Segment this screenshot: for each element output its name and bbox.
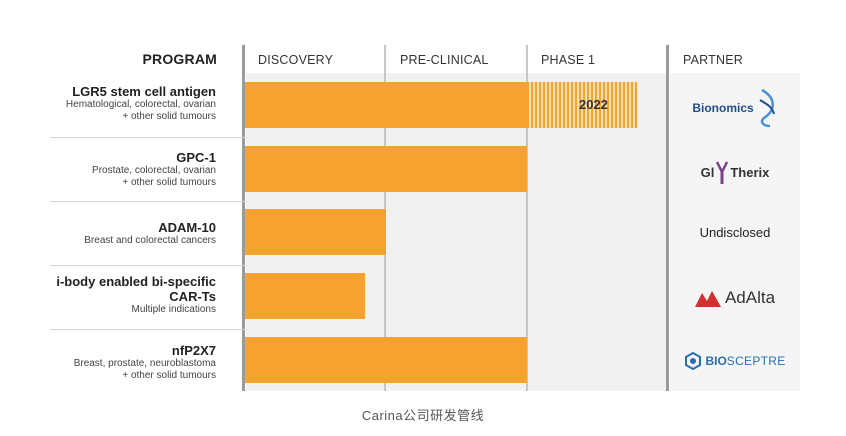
- program-title: nfP2X7: [171, 343, 216, 358]
- stage-divider-2: [526, 45, 528, 391]
- partner-adalta: AdAlta: [672, 270, 798, 325]
- partner-background: [670, 73, 800, 391]
- bionomics-helix-icon: [759, 88, 775, 127]
- partner-biosceptre: BIO SCEPTRE: [672, 333, 798, 388]
- program-indications: Prostate, colorectal, ovarian: [92, 165, 216, 176]
- glytherix-logo-text-b: Therix: [730, 165, 770, 180]
- progress-bar: [245, 146, 527, 192]
- program-indications: + other solid tumours: [122, 111, 216, 122]
- partner-header: PARTNER: [683, 53, 743, 67]
- progress-bar: [245, 273, 365, 319]
- planned-year-label: 2022: [578, 97, 608, 112]
- program-indications: Breast, prostate, neuroblastoma: [73, 358, 216, 369]
- program-indications: Breast and colorectal cancers: [84, 235, 216, 246]
- program-indications: + other solid tumours: [122, 177, 216, 188]
- program-indications: + other solid tumours: [122, 370, 216, 381]
- row-divider: [50, 265, 246, 266]
- planned-bar: [527, 82, 637, 128]
- row-divider: [50, 201, 246, 202]
- figure-caption: Carina公司研发管线: [361, 408, 485, 423]
- adalta-mountain-icon: [694, 290, 721, 307]
- antibody-y-icon: [716, 160, 729, 184]
- program-indications: Hematological, colorectal, ovarian: [65, 99, 216, 110]
- partner-divider: [666, 45, 669, 391]
- program-title: i-body enabled bi-specific: [56, 274, 216, 289]
- program-title: GPC-1: [176, 150, 216, 165]
- program-label-gpc1: GPC-1 Prostate, colorectal, ovarian + ot…: [92, 150, 216, 189]
- progress-bar: [245, 82, 527, 128]
- program-label-adam10: ADAM-10 Breast and colorectal cancers: [84, 220, 216, 247]
- partner-glytherix: Gl Therix: [672, 145, 798, 200]
- program-title-line2: CAR-Ts: [169, 289, 216, 304]
- program-divider: [242, 45, 245, 391]
- biosceptre-logo-text-a: BIO: [705, 353, 727, 368]
- program-label-ibody: i-body enabled bi-specific CAR-Ts Multip…: [56, 274, 216, 316]
- adalta-logo-text: AdAlta: [724, 287, 776, 307]
- progress-bar: [245, 209, 386, 255]
- biosceptre-logo-text-b: SCEPTRE: [726, 353, 786, 368]
- program-header: PROGRAM: [142, 51, 217, 67]
- glytherix-logo-text-a: Gl: [700, 165, 715, 180]
- preclinical-header: PRE-CLINICAL: [400, 53, 489, 67]
- biosceptre-hex-icon: [685, 351, 702, 370]
- progress-bar: [245, 337, 527, 383]
- program-label-nfp2x7: nfP2X7 Breast, prostate, neuroblastoma +…: [74, 343, 216, 382]
- program-label-lgr5: LGR5 stem cell antigen Hematological, co…: [66, 84, 216, 123]
- undisclosed-text: Undisclosed: [699, 225, 771, 240]
- discovery-header: DISCOVERY: [258, 53, 334, 67]
- phase1-header: PHASE 1: [541, 53, 596, 67]
- partner-undisclosed: Undisclosed: [672, 205, 798, 260]
- partner-bionomics: Bionomics: [672, 80, 798, 135]
- program-title: LGR5 stem cell antigen: [72, 84, 216, 99]
- program-title: ADAM-10: [158, 220, 216, 235]
- bionomics-logo-text: Bionomics: [692, 100, 754, 115]
- row-divider: [50, 137, 246, 138]
- program-indications: Multiple indications: [131, 304, 217, 315]
- row-divider: [50, 329, 246, 330]
